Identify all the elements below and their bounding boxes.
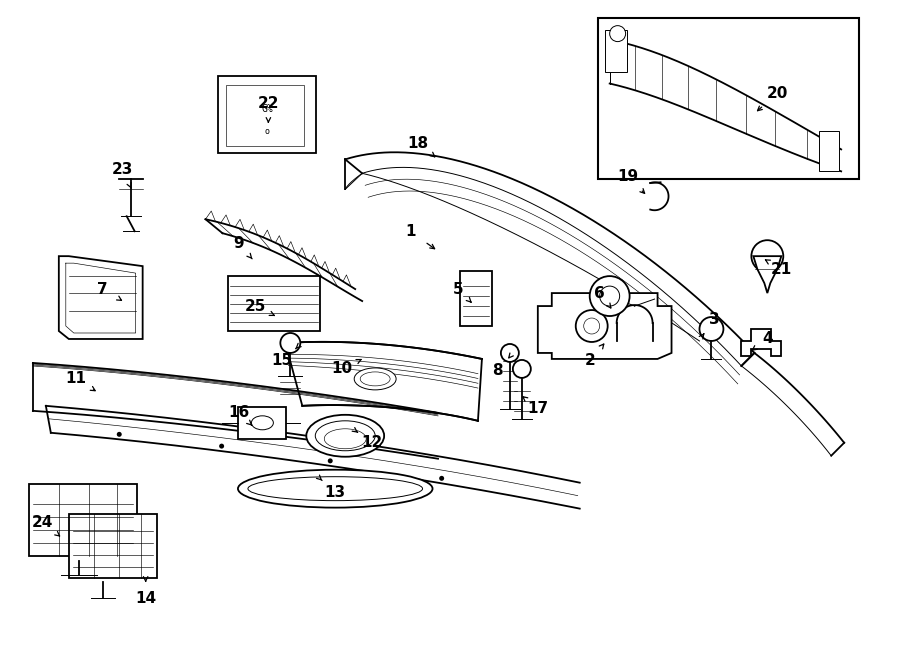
Bar — [219, 75, 316, 153]
Text: 14: 14 — [135, 591, 157, 606]
Text: 9: 9 — [233, 236, 244, 251]
Text: 12: 12 — [362, 435, 382, 450]
Polygon shape — [742, 353, 844, 455]
Ellipse shape — [324, 429, 366, 449]
Bar — [460, 271, 492, 326]
Polygon shape — [46, 406, 580, 508]
Circle shape — [599, 286, 619, 306]
Bar — [598, 18, 860, 179]
Text: 8: 8 — [492, 364, 503, 378]
Text: 20: 20 — [767, 86, 788, 101]
Ellipse shape — [306, 415, 384, 457]
Text: 7: 7 — [97, 282, 108, 297]
Polygon shape — [538, 293, 671, 359]
Text: 2: 2 — [584, 354, 595, 368]
Text: 11: 11 — [66, 371, 86, 387]
Text: 21: 21 — [770, 262, 792, 277]
Text: 10: 10 — [332, 362, 353, 376]
Circle shape — [281, 333, 301, 353]
Text: o: o — [265, 127, 270, 136]
Text: 15: 15 — [272, 354, 292, 368]
Circle shape — [609, 26, 626, 42]
Circle shape — [752, 240, 783, 272]
Text: G%: G% — [262, 104, 274, 114]
Circle shape — [576, 310, 608, 342]
Text: 24: 24 — [32, 515, 53, 530]
Bar — [29, 484, 137, 555]
Circle shape — [117, 432, 122, 437]
Ellipse shape — [251, 416, 274, 430]
Circle shape — [699, 317, 724, 341]
Text: 5: 5 — [453, 282, 464, 297]
Polygon shape — [753, 256, 781, 293]
Circle shape — [219, 444, 224, 449]
Circle shape — [501, 344, 519, 362]
Polygon shape — [58, 256, 142, 339]
Circle shape — [328, 458, 333, 463]
Bar — [229, 276, 320, 331]
Text: 22: 22 — [257, 96, 279, 111]
Polygon shape — [742, 329, 781, 356]
Ellipse shape — [315, 421, 375, 451]
Text: 19: 19 — [617, 169, 638, 184]
Ellipse shape — [248, 477, 423, 500]
Circle shape — [584, 318, 599, 334]
Bar — [68, 514, 157, 578]
Text: 17: 17 — [527, 401, 548, 416]
Text: 13: 13 — [325, 485, 346, 500]
Ellipse shape — [355, 368, 396, 390]
Text: 3: 3 — [709, 311, 720, 327]
Text: 6: 6 — [594, 286, 605, 301]
Bar — [227, 85, 304, 146]
Bar — [819, 132, 839, 171]
Circle shape — [439, 476, 445, 481]
Bar — [238, 407, 286, 439]
Text: 4: 4 — [762, 331, 772, 346]
Ellipse shape — [360, 372, 390, 386]
Text: 25: 25 — [245, 299, 266, 313]
Bar — [605, 30, 626, 71]
Polygon shape — [33, 363, 438, 459]
Text: 23: 23 — [112, 162, 133, 177]
Ellipse shape — [238, 470, 433, 508]
Text: 18: 18 — [408, 136, 428, 151]
Circle shape — [590, 276, 630, 316]
Text: 1: 1 — [405, 223, 415, 239]
Circle shape — [513, 360, 531, 378]
Text: 16: 16 — [228, 405, 249, 420]
Polygon shape — [285, 342, 482, 421]
